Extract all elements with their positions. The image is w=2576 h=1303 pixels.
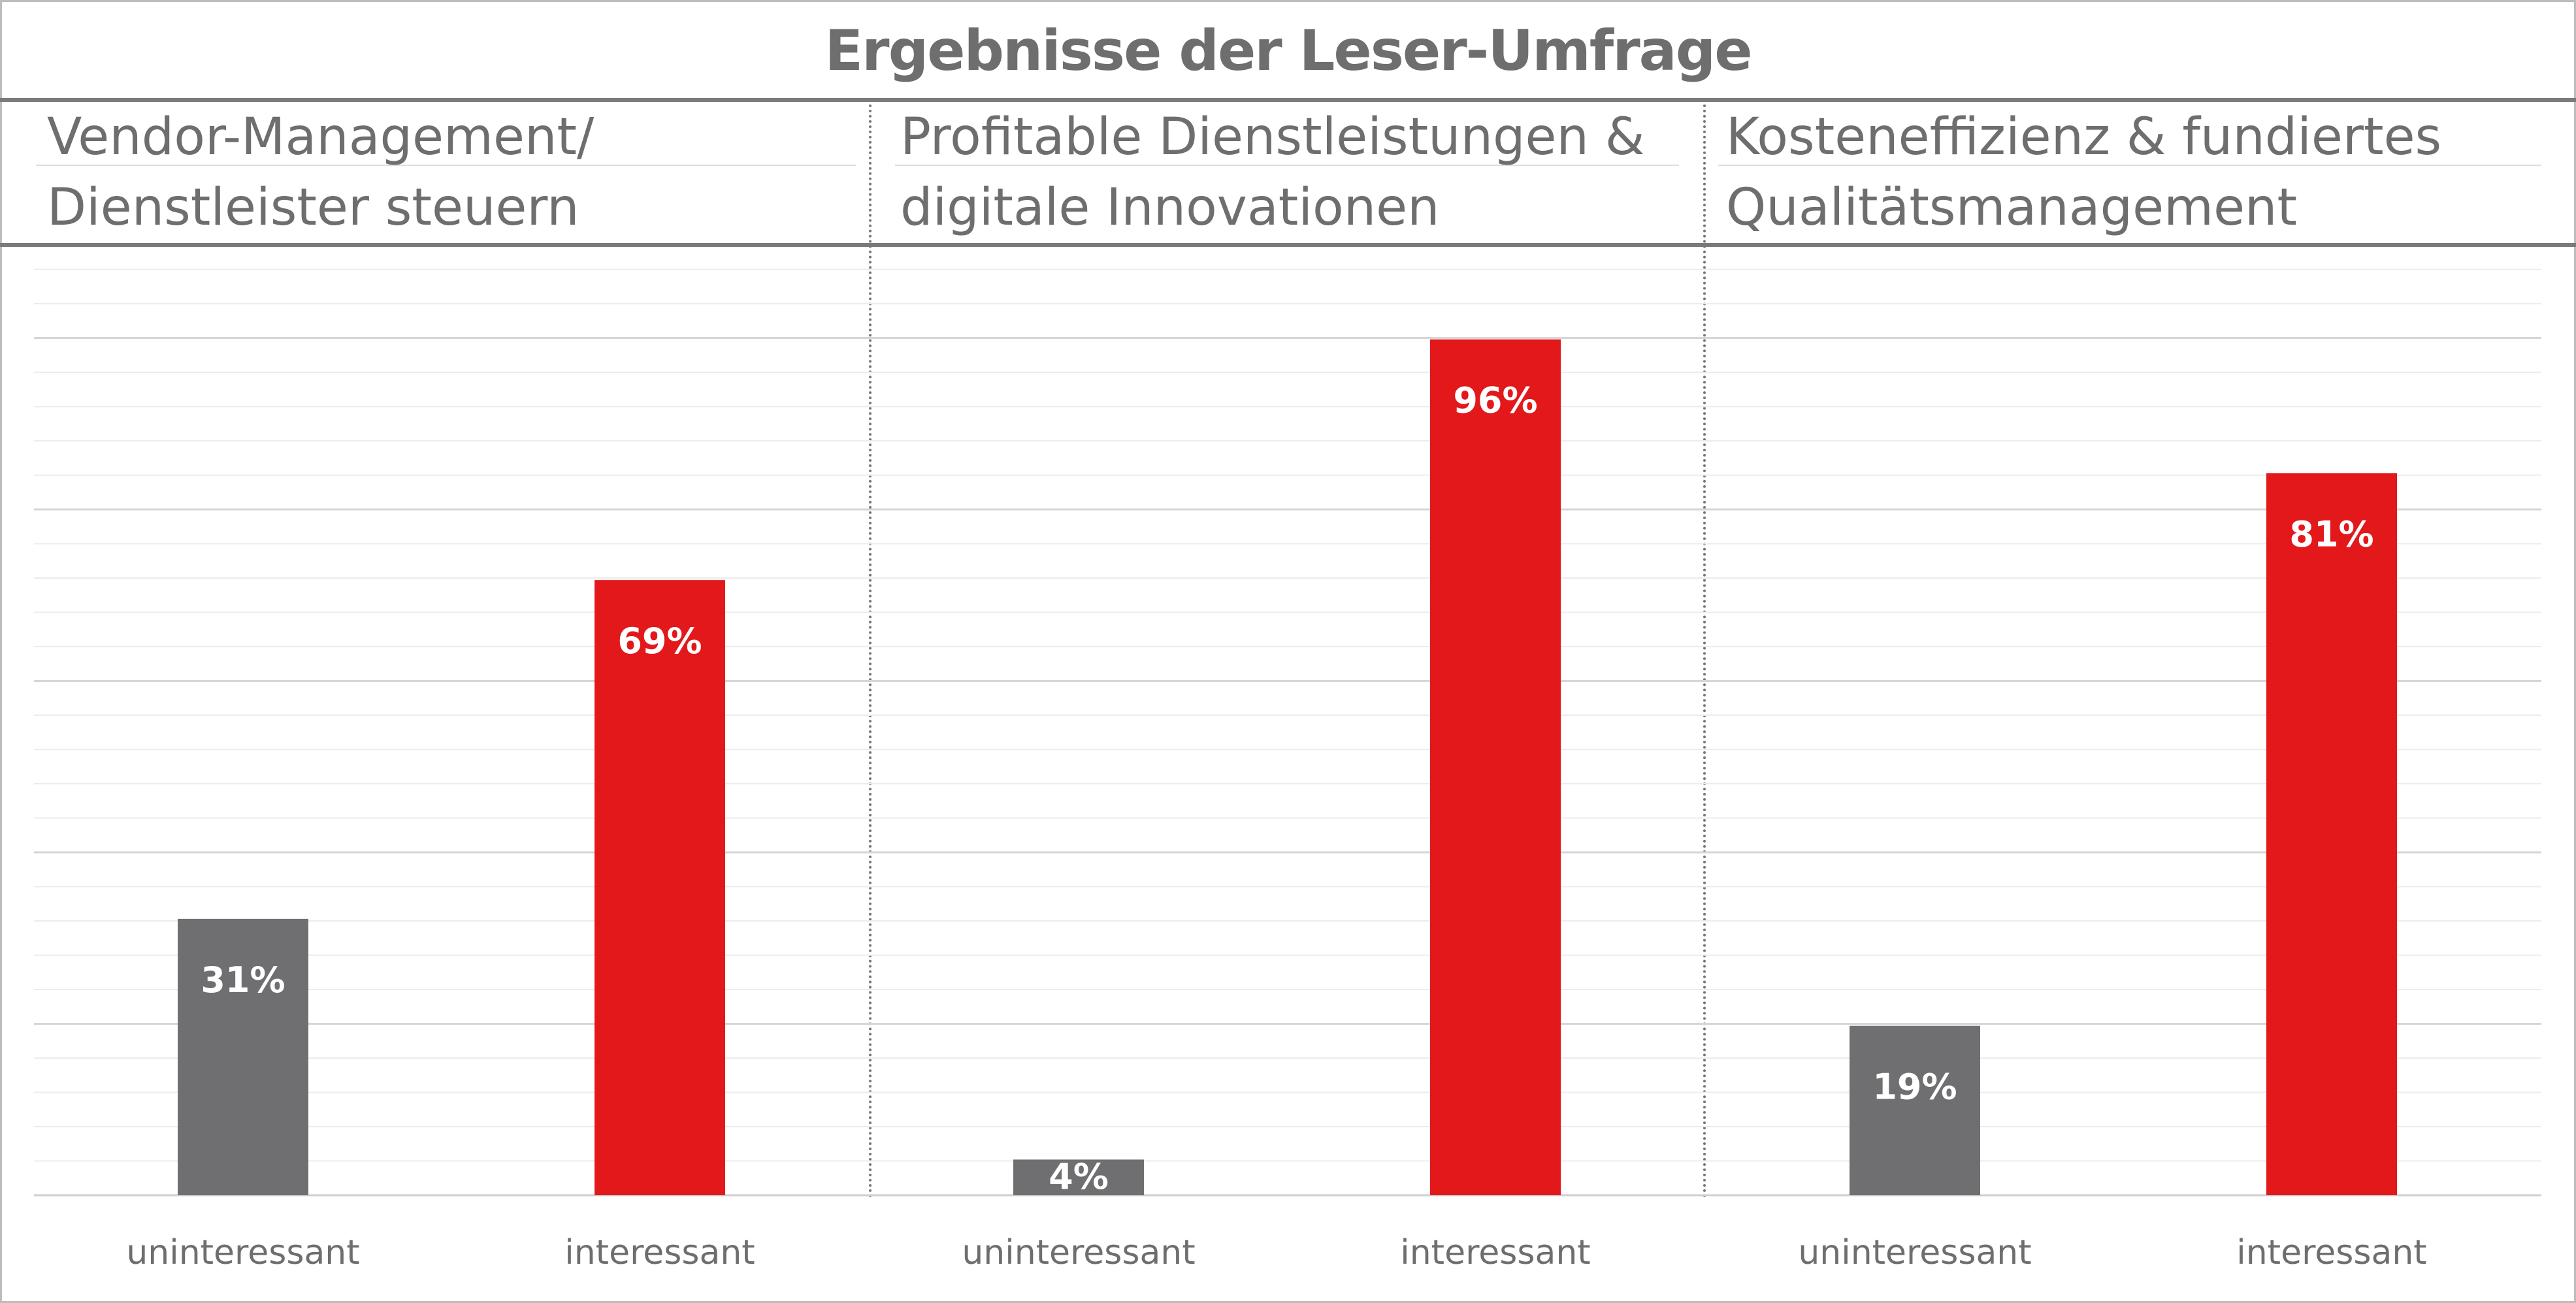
panel-1-title-divider [36, 165, 856, 166]
category-label-3-interessant: interessant [2236, 1233, 2426, 1272]
panel-2-title-divider [895, 165, 1679, 166]
category-label-3-uninteressant: uninteressant [1798, 1233, 2031, 1272]
data-label-3-interessant: 81% [2289, 513, 2373, 555]
data-label-1-interessant: 69% [617, 620, 702, 662]
bar-3-uninteressant [1850, 1025, 1980, 1195]
data-label-3-uninteressant: 19% [1872, 1067, 1957, 1108]
category-label-1-interessant: interessant [564, 1233, 755, 1272]
category-label-2-interessant: interessant [1400, 1233, 1590, 1272]
panel-1-title: Vendor-Management/ Dienstleister steuern [47, 108, 595, 237]
bar-1-uninteressant [178, 918, 308, 1195]
bar-3-interessant [2266, 473, 2397, 1195]
panel-3-title: Kosteneffizienz & fundiertes Qualitätsma… [1726, 108, 2442, 237]
panel-2-title: Profitable Dienstleistungen & digitale I… [900, 108, 1645, 237]
panel-separator-1 [869, 105, 872, 1198]
category-label-1-uninteressant: uninteressant [126, 1233, 359, 1272]
bar-1-interessant [595, 580, 725, 1195]
data-label-1-uninteressant: 31% [201, 959, 285, 1001]
panel-separator-2 [1703, 105, 1706, 1198]
category-label-2-uninteressant: uninteressant [962, 1233, 1195, 1272]
data-label-2-interessant: 96% [1453, 380, 1537, 421]
bar-2-interessant [1430, 339, 1561, 1195]
bar-2-uninteressant [1013, 1159, 1144, 1195]
panel-3-title-divider [1718, 165, 2541, 166]
header-top-rule [0, 98, 2576, 102]
header-bottom-rule [0, 243, 2576, 247]
data-label-2-uninteressant: 4% [1049, 1156, 1109, 1197]
chart-title: Ergebnisse der Leser-Umfrage [824, 18, 1752, 84]
